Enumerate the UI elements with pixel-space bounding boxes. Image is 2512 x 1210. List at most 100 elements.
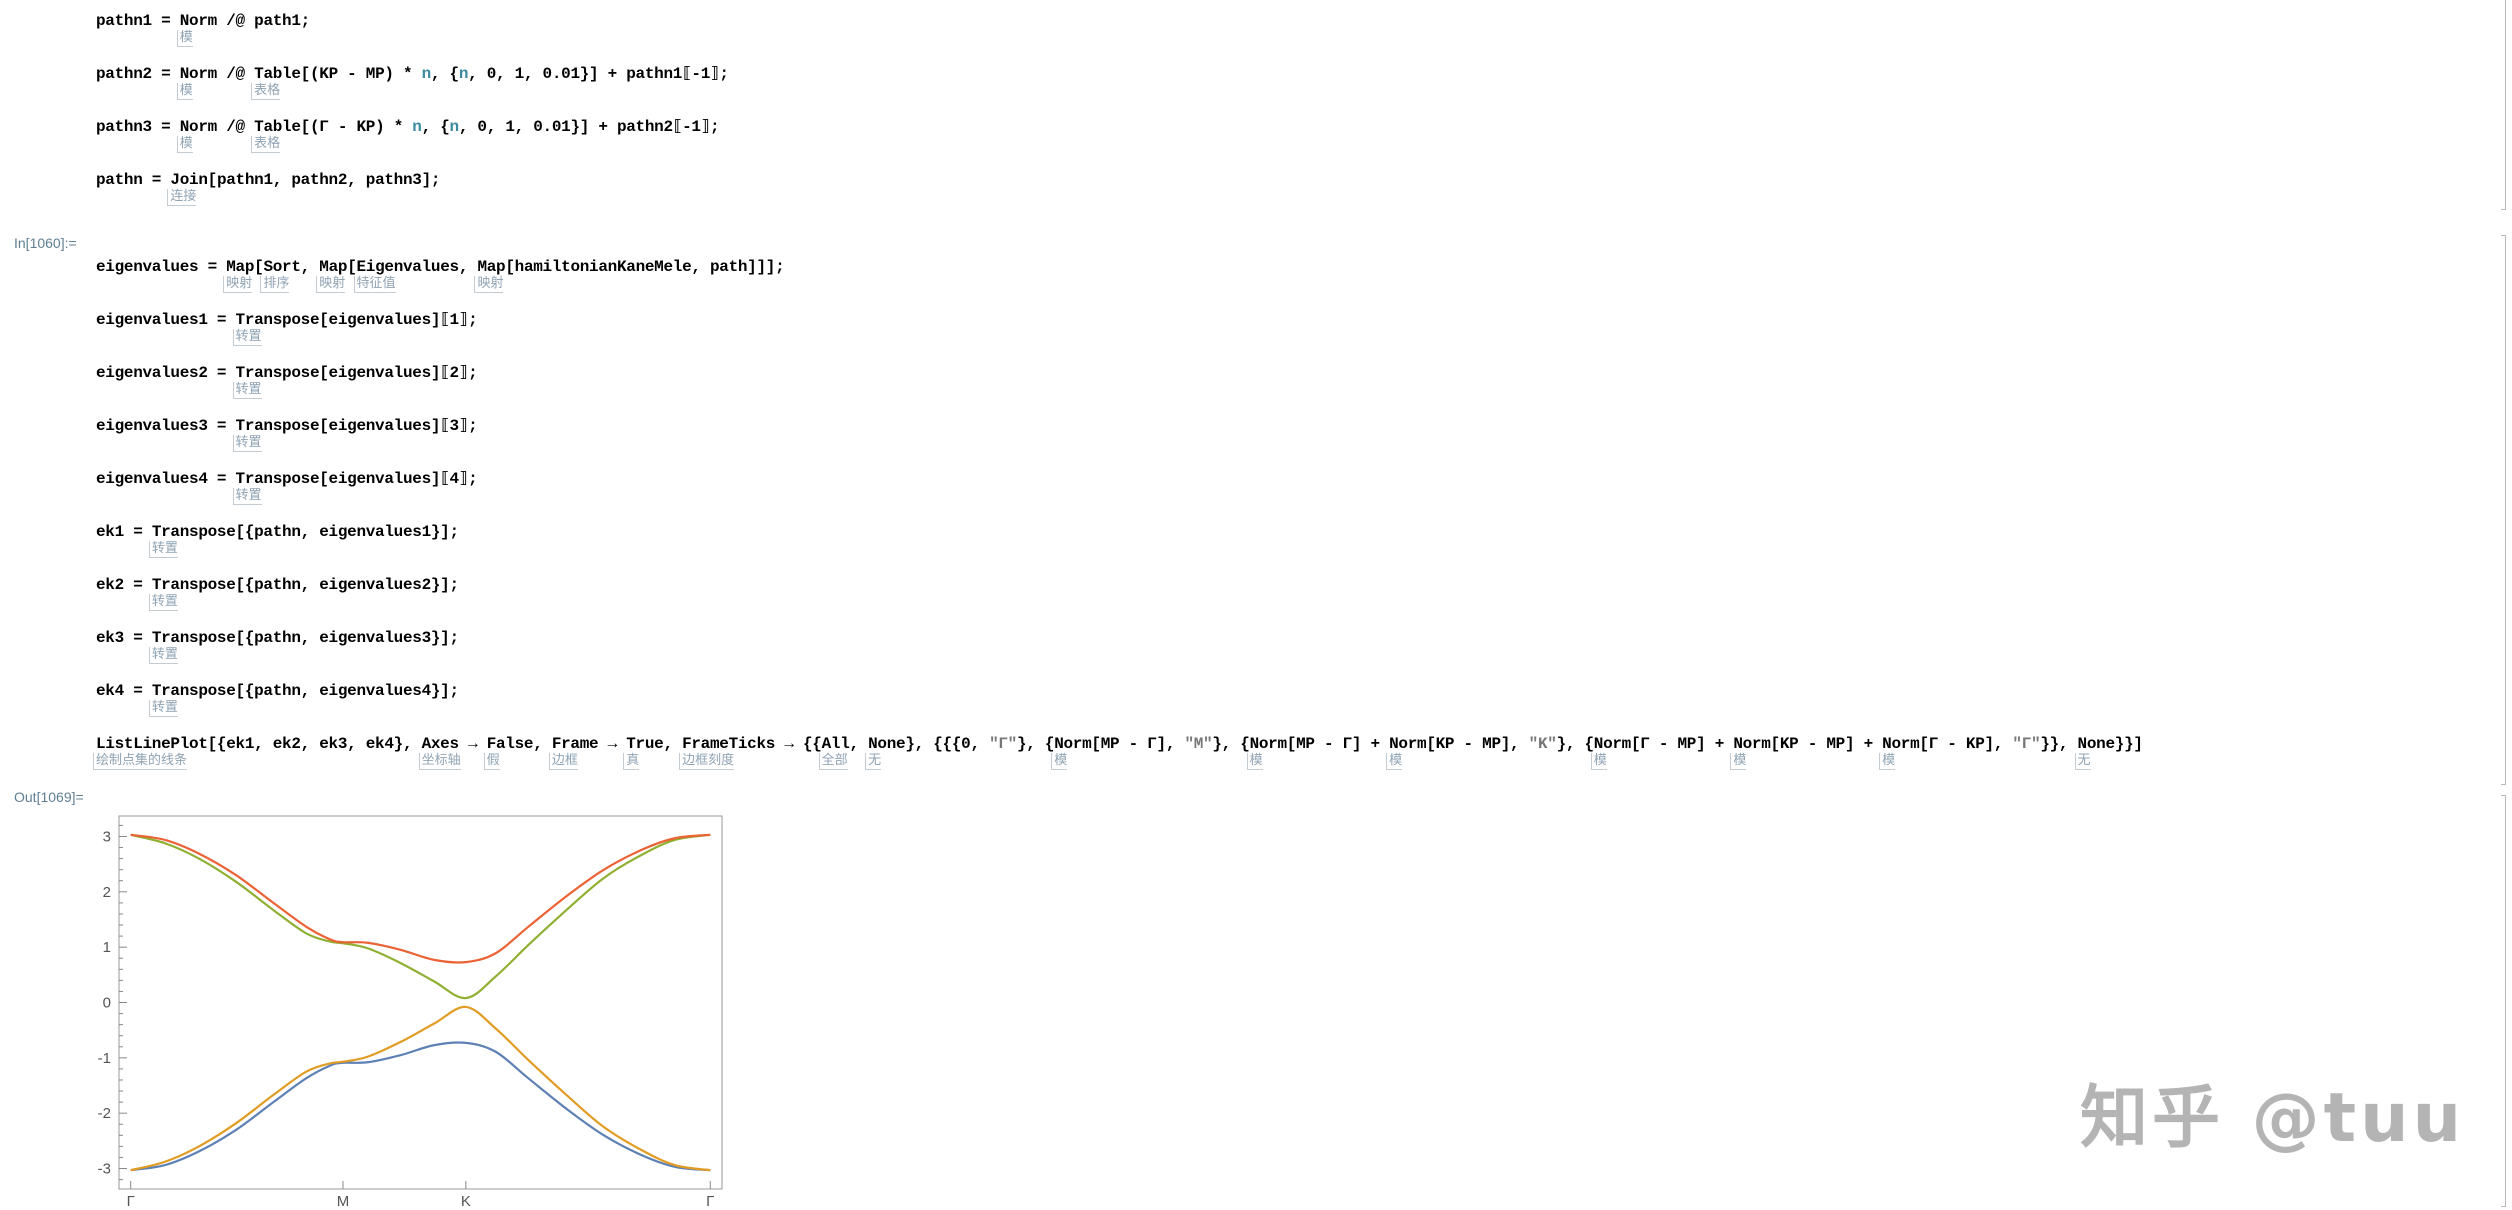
function-name: Norm 模 (1879, 733, 1920, 770)
function-annotation: 模 (176, 30, 193, 47)
code-text: [ (254, 258, 264, 276)
code-text: [hamiltonianKaneMele, path]]]; (505, 258, 785, 276)
function-name: Norm 模 (176, 10, 217, 47)
code-line[interactable]: ListLinePlot 绘制点集的线条 [{ek1, ek2, ek3, ek4}… (93, 733, 2143, 786)
function-annotation: 真 (623, 753, 640, 770)
function-annotation: 映射 (223, 276, 253, 293)
function-annotation: 转置 (232, 435, 262, 452)
x-tick-label: Γ (706, 1193, 714, 1210)
function-name: Map 映射 (316, 256, 348, 293)
function-annotation: 表格 (251, 136, 281, 153)
function-annotation: 坐标轴 (418, 753, 461, 770)
token-text: Sort (263, 258, 301, 276)
token-text: None (2077, 735, 2116, 753)
code-line[interactable]: ek4 = Transpose 转置 [{pathn, eigenvalues4}]… (96, 680, 2143, 733)
function-annotation: 转置 (148, 594, 178, 611)
code-line[interactable]: eigenvalues4 = Transpose 转置 [eigenvalues]⟦… (96, 468, 2143, 521)
code-line[interactable]: pathn = Join 连接 [pathn1, pathn2, pathn3]; (96, 169, 729, 222)
token-text: Norm (1882, 735, 1920, 753)
function-annotation: 模 (1730, 753, 1747, 770)
token-text: False (486, 735, 534, 753)
function-annotation: 绘制点集的线条 (93, 753, 188, 770)
function-name: Norm 模 (176, 63, 217, 100)
code-text: , (300, 258, 320, 276)
function-annotation: 无 (2074, 753, 2091, 770)
token-text: Map (319, 258, 348, 276)
token-text: "K" (1528, 735, 1557, 753)
token-text: ListLinePlot (96, 735, 208, 753)
code-line[interactable]: pathn1 = Norm 模 /@ path1; (96, 10, 729, 63)
code-text: [{ek1, ek2, ek3, ek4}, (207, 735, 422, 753)
function-name: Map 映射 (474, 256, 506, 293)
function-name: Transpose 转置 (232, 362, 320, 399)
code-line[interactable]: eigenvalues2 = Transpose 转置 [eigenvalues]⟦… (96, 362, 2143, 415)
input-cell-eigenvalues[interactable]: eigenvalues = Map 映射 [Sort 排序, Map 映射 [Eigenv… (93, 256, 2143, 786)
code-line[interactable]: ek1 = Transpose 转置 [{pathn, eigenvalues1}]… (96, 521, 2143, 574)
function-annotation: 转置 (232, 382, 262, 399)
code-text: , (533, 735, 552, 753)
function-name: ListLinePlot 绘制点集的线条 (93, 733, 208, 770)
function-name: Norm 模 (1386, 733, 1427, 770)
y-tick-label: -2 (98, 1105, 111, 1122)
token-text: Norm (1249, 735, 1288, 753)
output-label: Out[1069]= (14, 789, 84, 805)
function-annotation: 映射 (474, 276, 504, 293)
function-annotation: 假 (483, 753, 500, 770)
code-line[interactable]: ek2 = Transpose 转置 [{pathn, eigenvalues2}]… (96, 574, 2143, 627)
code-line[interactable]: ek3 = Transpose 转置 [{pathn, eigenvalues3}]… (96, 627, 2143, 680)
watermark: 知乎 @tuu (2080, 1079, 2466, 1158)
code-text: , (849, 735, 869, 753)
code-text: [(Γ - KP) * (300, 118, 413, 136)
cell-bracket[interactable] (2501, 795, 2506, 1207)
token-text: Transpose (151, 576, 236, 594)
code-text: , { (421, 118, 450, 136)
y-tick-label: 0 (103, 995, 111, 1012)
code-text: ek2 = (96, 576, 152, 594)
code-text: [{pathn, eigenvalues4}]; (235, 682, 460, 700)
code-text: /@ (216, 65, 255, 83)
code-line[interactable]: pathn2 = Norm 模 /@ Table 表格 [(KP - MP) * n,… (96, 63, 729, 116)
string-literal: "K" (1529, 733, 1557, 755)
code-text: pathn3 = (96, 118, 180, 136)
code-text: ek3 = (96, 629, 152, 647)
code-text: , 0, 1, 0.01}] + pathn1⟦-1⟧; (468, 65, 729, 83)
y-tick-label: -1 (98, 1050, 111, 1067)
code-line[interactable]: pathn3 = Norm 模 /@ Table 表格 [(Γ - KP) * n, … (96, 116, 729, 169)
band-line-4 (130, 833, 711, 964)
token-text: Transpose (235, 311, 320, 329)
token-text: "M" (1184, 735, 1213, 753)
token-text: Transpose (151, 682, 236, 700)
token-text: n (412, 118, 422, 136)
function-name: Norm 模 (176, 116, 218, 153)
token-text: n (449, 118, 460, 136)
function-annotation: 转置 (232, 488, 262, 505)
function-name: Transpose 转置 (232, 309, 320, 346)
token-text: Transpose (151, 629, 236, 647)
token-text: Table (254, 65, 301, 83)
function-name: Eigenvalues 特征值 (353, 256, 459, 293)
token-text: "Γ" (989, 735, 1017, 753)
function-name: Table 表格 (251, 63, 301, 100)
input-cell-paths[interactable]: pathn1 = Norm 模 /@ path1; pathn2 = Norm 模 /… (96, 10, 729, 222)
token-text: Norm (1054, 735, 1092, 753)
token-text: Map (477, 258, 506, 276)
code-line[interactable]: eigenvalues1 = Transpose 转置 [eigenvalues]⟦… (96, 309, 2143, 362)
x-tick-label: K (461, 1193, 471, 1210)
code-text: [eigenvalues]⟦1⟧; (319, 311, 478, 329)
code-line[interactable]: eigenvalues = Map 映射 [Sort 排序, Map 映射 [Eigenv… (96, 256, 2143, 309)
code-text: [eigenvalues]⟦2⟧; (319, 364, 478, 382)
token-text: Norm (1593, 735, 1632, 753)
code-text: [{pathn, eigenvalues1}]; (235, 523, 460, 541)
function-annotation: 模 (1051, 753, 1068, 770)
token-text: n (458, 65, 469, 83)
code-text: }}, (2040, 735, 2078, 753)
function-annotation: 连接 (167, 189, 197, 206)
code-line[interactable]: eigenvalues3 = Transpose 转置 [eigenvalues]⟦… (96, 415, 2143, 468)
string-literal: "Γ" (2012, 733, 2040, 755)
code-text: eigenvalues4 = (96, 470, 236, 488)
function-name: Transpose 转置 (148, 627, 236, 664)
function-name: Transpose 转置 (232, 468, 320, 505)
token-text: Norm (179, 118, 218, 136)
cell-bracket[interactable] (2501, 0, 2506, 210)
cell-bracket[interactable] (2501, 235, 2506, 785)
